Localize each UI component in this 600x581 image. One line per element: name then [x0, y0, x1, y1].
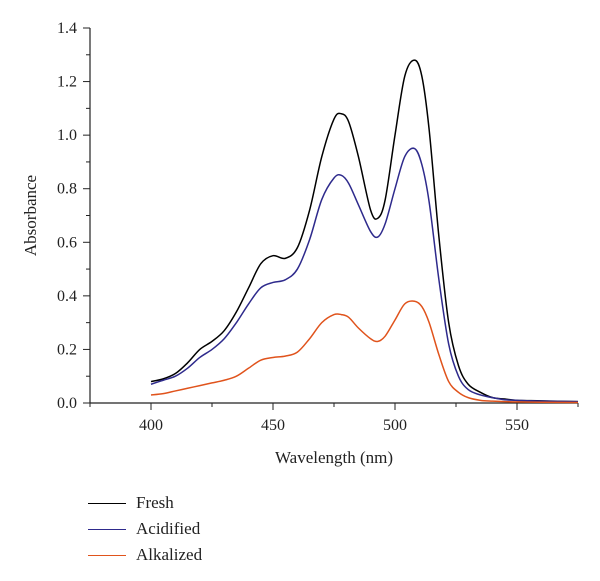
x-tick-label: 450 — [261, 417, 285, 434]
legend-item-fresh: Fresh — [88, 490, 202, 516]
y-tick-label: 0.6 — [57, 234, 77, 251]
legend-label-acidified: Acidified — [136, 519, 201, 538]
y-tick-label: 0.4 — [57, 288, 77, 305]
x-axis-title: Wavelength (nm) — [275, 448, 393, 467]
x-tick-label: 500 — [383, 417, 407, 434]
y-tick-label: 1.0 — [57, 127, 77, 144]
legend-swatch-fresh — [88, 502, 126, 504]
y-tick-label: 0.0 — [57, 395, 77, 412]
y-axis-title: Absorbance — [21, 175, 40, 256]
x-tick-label: 400 — [139, 417, 163, 434]
legend-swatch-acidified — [88, 528, 126, 530]
axes: 400 450 500 550 0.0 0.2 0.4 0.6 0.8 1.0 1.2 1.4 — [57, 20, 579, 434]
series-line-alkalized — [150, 300, 579, 404]
series-layer — [150, 59, 579, 404]
series-line-acidified — [150, 147, 579, 403]
y-tick-label: 1.4 — [57, 20, 77, 37]
x-tick-label: 550 — [505, 417, 529, 434]
legend: Fresh Acidified Alkalized — [88, 490, 202, 568]
legend-swatch-alkalized — [88, 554, 126, 556]
y-tick-label: 1.2 — [57, 74, 77, 91]
legend-label-fresh: Fresh — [136, 493, 174, 512]
series-line-fresh — [150, 59, 579, 403]
y-tick-label: 0.8 — [57, 181, 77, 198]
y-tick-label: 0.2 — [57, 341, 77, 358]
legend-label-alkalized: Alkalized — [136, 545, 203, 564]
legend-item-alkalized: Alkalized — [88, 542, 202, 568]
legend-item-acidified: Acidified — [88, 516, 202, 542]
